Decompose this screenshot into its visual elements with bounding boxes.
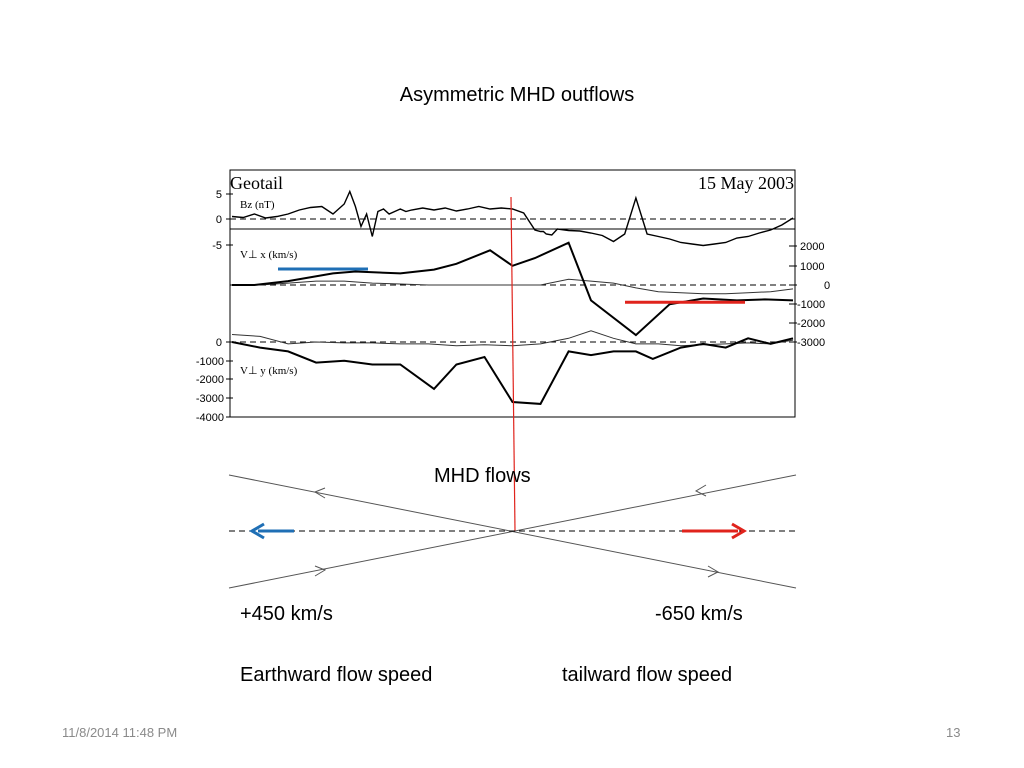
- vx-yticks: 2000 1000 0 -1000 -2000 -3000: [789, 241, 830, 349]
- page-number: 13: [946, 725, 961, 740]
- vx-tick: 1000: [800, 261, 824, 273]
- bz-series-line: [231, 189, 794, 247]
- inflow-arrow-icon: [694, 484, 707, 497]
- tailward-arrow-icon: [731, 522, 747, 540]
- earthward-speed-label: Earthward flow speed: [240, 664, 433, 686]
- bz-tick: 0: [216, 214, 222, 226]
- vx-thick-series-line: [232, 241, 794, 337]
- earthward-arrow-icon: [249, 522, 265, 540]
- x-line-separator: [510, 196, 516, 532]
- inflow-arrow-icon: [707, 565, 720, 578]
- plot-frame: [229, 169, 796, 418]
- tailward-speed-value: -650 km/s: [655, 603, 743, 625]
- vx-tick: 0: [824, 280, 830, 292]
- inflow-arrow-icon: [313, 487, 326, 499]
- vy-tick: -2000: [196, 374, 224, 386]
- footer-date: 11/8/2014 11:48 PM: [62, 725, 178, 740]
- vy-tick: 0: [216, 337, 222, 349]
- chart-title-right: 15 May 2003: [698, 173, 794, 193]
- vx-tick: -3000: [797, 337, 825, 349]
- vy-tick: -1000: [196, 356, 224, 368]
- bz-label: Bz (nT): [240, 199, 275, 211]
- vy-yticks: 0 -1000 -2000 -3000 -4000: [196, 337, 233, 424]
- bz-tick: -5: [212, 240, 222, 252]
- mhd-flows-label: MHD flows: [434, 465, 531, 487]
- vx-tick: 2000: [800, 241, 824, 253]
- mhd-flow-diagram: [228, 474, 797, 589]
- vy-tick: -3000: [196, 393, 224, 405]
- inflow-arrow-icon: [314, 565, 327, 577]
- slide-title: Asymmetric MHD outflows: [399, 84, 635, 106]
- vy-tick: -4000: [196, 412, 224, 424]
- chart-title-left: Geotail: [230, 173, 283, 193]
- tailward-speed-label: tailward flow speed: [562, 664, 733, 686]
- vx-tick: -2000: [797, 318, 825, 330]
- bz-tick: 5: [216, 189, 222, 201]
- vx-thin-series-line: [232, 278, 794, 295]
- earthward-speed-value: +450 km/s: [240, 603, 333, 625]
- vy-label: V⊥ y (km/s): [240, 365, 298, 377]
- vx-label: V⊥ x (km/s): [240, 249, 298, 261]
- bz-yticks: 5 0 -5: [212, 189, 233, 252]
- vy-thick-series-line: [231, 337, 794, 405]
- vx-tick: -1000: [797, 299, 825, 311]
